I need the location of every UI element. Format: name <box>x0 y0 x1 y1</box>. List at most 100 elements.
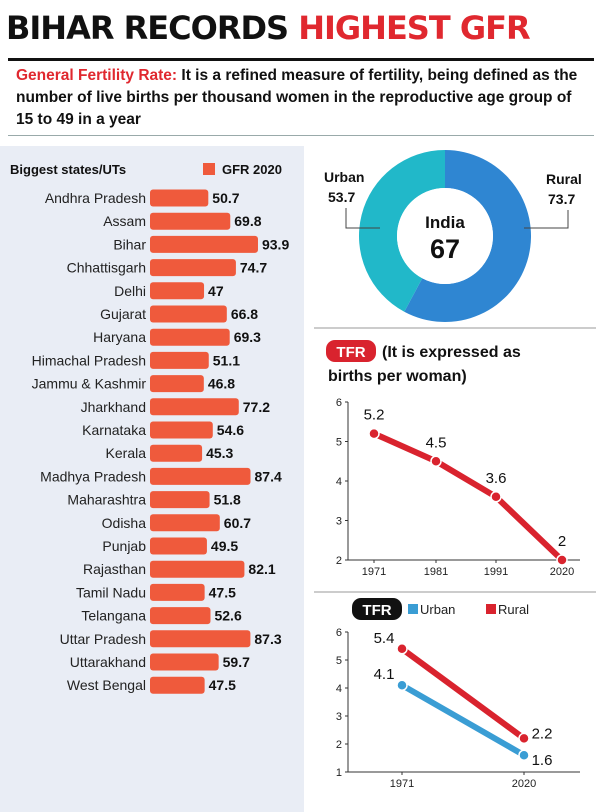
tfr1-point <box>490 491 502 503</box>
bar-value-label: 66.8 <box>231 306 258 322</box>
bar-category-label: Bihar <box>113 236 146 252</box>
bar-value-label: 46.8 <box>208 376 235 392</box>
bar-category-label: Gujarat <box>100 306 146 322</box>
bar-category-label: Punjab <box>102 538 146 554</box>
bar-category-label: Assam <box>103 213 146 229</box>
tfr2-x-tick-label: 2020 <box>512 778 536 790</box>
bar-value-label: 82.1 <box>248 561 275 577</box>
gfr-bar <box>150 398 239 416</box>
gfr-bar <box>150 259 236 277</box>
gfr-bar <box>150 282 205 300</box>
tfr2-legend-urban-swatch <box>408 604 418 614</box>
gfr-bar <box>150 444 203 462</box>
bar-value-label: 49.5 <box>211 538 238 554</box>
gfr-bar <box>150 537 207 555</box>
tfr2-y-tick-label: 1 <box>336 767 342 779</box>
bar-value-label: 87.3 <box>254 631 281 647</box>
tfr2-point <box>396 679 408 691</box>
donut-hole <box>397 188 493 284</box>
tfr2-y-tick-label: 3 <box>336 711 342 723</box>
donut-urban-name: Urban <box>324 169 364 185</box>
bar-category-label: Jharkhand <box>81 399 146 415</box>
legend-label: GFR 2020 <box>222 162 282 177</box>
donut-urban-value: 53.7 <box>328 189 355 205</box>
tfr-urban-rural-chart: TFR Urban Rural 1 2 3 4 5 6 1971 2020 4.1 1.6 5.4 2.2 <box>314 591 596 790</box>
tfr1-value-label: 5.2 <box>364 407 385 424</box>
intro-box: General Fertility Rate: It is a refined … <box>8 58 594 136</box>
gfr-bar <box>150 421 213 439</box>
tfr1-y-tick-label: 6 <box>336 397 342 409</box>
tfr1-value-label: 3.6 <box>486 470 507 487</box>
tfr1-y-tick-label: 2 <box>336 555 342 567</box>
tfr2-value-label: 1.6 <box>532 752 553 769</box>
tfr1-x-tick-label: 2020 <box>550 566 574 578</box>
bar-category-label: Karnataka <box>82 422 146 438</box>
bar-value-label: 47.5 <box>209 677 236 693</box>
tfr2-badge-text: TFR <box>362 602 391 619</box>
tfr2-line-urban <box>399 682 527 759</box>
donut-rural-name: Rural <box>546 171 582 187</box>
legend-swatch <box>203 163 215 175</box>
donut-center-value: 67 <box>430 234 460 264</box>
bar-value-label: 45.3 <box>206 445 233 461</box>
tfr1-y-tick-label: 5 <box>336 437 342 449</box>
gfr-bar <box>150 560 245 578</box>
bar-value-label: 77.2 <box>243 399 270 415</box>
donut-slice-urban <box>358 150 445 312</box>
tfr1-x-tick-label: 1971 <box>362 566 386 578</box>
tfr2-value-label: 5.4 <box>374 630 395 647</box>
tfr2-legend-rural: Rural <box>498 602 529 617</box>
bar-category-label: Telangana <box>81 608 146 624</box>
bar-value-label: 69.8 <box>234 213 261 229</box>
bar-category-label: Rajasthan <box>83 561 146 577</box>
bar-category-label: Maharashtra <box>67 492 146 508</box>
tfr2-point <box>518 732 530 745</box>
bar-value-label: 93.9 <box>262 236 289 252</box>
bar-chart-header: Biggest states/UTs <box>10 162 126 177</box>
bar-category-label: Delhi <box>114 283 146 299</box>
gfr-bar <box>150 189 209 207</box>
bar-category-label: Andhra Pradesh <box>45 190 146 206</box>
bar-category-label: Jammu & Kashmir <box>32 376 147 392</box>
tfr2-y-tick-label: 6 <box>336 627 342 639</box>
gfr-bar <box>150 676 205 694</box>
tfr-line-chart: TFR (It is expressed as births per woman) 2… <box>314 327 596 578</box>
gfr-bar <box>150 653 219 671</box>
bar-category-label: Madhya Pradesh <box>40 468 146 484</box>
bar-category-label: Uttarakhand <box>70 654 146 670</box>
headline-part2: HIGHEST GFR <box>298 9 530 47</box>
donut-slice-rural <box>404 150 531 322</box>
bar-category-label: Uttar Pradesh <box>60 631 146 647</box>
gfr-bar <box>150 467 251 485</box>
tfr1-x-tick-label: 1991 <box>484 566 508 578</box>
bar-category-label: Tamil Nadu <box>76 584 146 600</box>
bar-category-label: Kerala <box>106 445 147 461</box>
tfr1-point <box>368 427 380 440</box>
tfr1-value-label: 2 <box>558 533 566 550</box>
gfr-bar <box>150 607 211 625</box>
tfr1-x-tick-label: 1981 <box>424 566 448 578</box>
tfr1-badge-text: TFR <box>336 344 365 361</box>
gfr-bar <box>150 491 210 509</box>
gfr-bar <box>150 630 251 648</box>
tfr1-y-tick-label: 3 <box>336 516 342 528</box>
tfr1-point <box>430 455 442 467</box>
gfr-bar <box>150 305 227 323</box>
headline-part1: BIHAR RECORDS <box>6 9 299 47</box>
bar-category-label: West Bengal <box>67 677 146 693</box>
tfr2-x-tick-label: 1971 <box>390 778 414 790</box>
tfr1-point <box>556 554 568 566</box>
bar-value-label: 50.7 <box>212 190 239 206</box>
tfr2-legend-rural-swatch <box>486 604 496 614</box>
tfr2-value-label: 4.1 <box>374 666 395 683</box>
gfr-bar <box>150 328 230 346</box>
tfr2-point <box>396 643 408 655</box>
tfr1-badge <box>326 340 376 362</box>
donut-center-label: India <box>425 213 465 232</box>
bar-category-label: Himachal Pradesh <box>32 352 146 368</box>
tfr2-legend-urban: Urban <box>420 602 455 617</box>
gfr-bar <box>150 351 209 369</box>
bar-value-label: 51.1 <box>213 352 240 368</box>
bar-value-label: 51.8 <box>214 492 241 508</box>
tfr2-value-label: 2.2 <box>532 725 553 742</box>
